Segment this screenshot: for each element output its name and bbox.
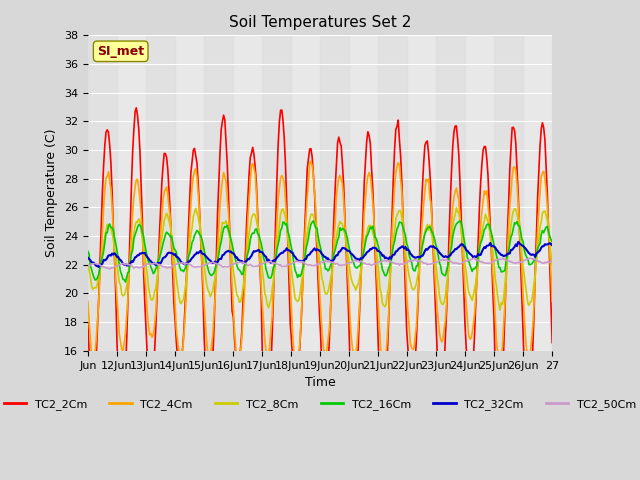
Line: TC2_16Cm: TC2_16Cm (88, 221, 552, 282)
Line: TC2_50Cm: TC2_50Cm (88, 258, 552, 269)
TC2_50Cm (115, 262, 123, 268)
TC2_16Cm (417, 249, 425, 255)
TC2_8Cm (485, 226, 493, 231)
TC2_32Cm (115, 256, 123, 262)
TC2_2Cm (486, 223, 494, 229)
TC2_8Cm (548, 263, 556, 268)
Line: TC2_2Cm: TC2_2Cm (88, 108, 552, 430)
TC2_2Cm (548, 340, 556, 346)
TC2_16Cm (325, 267, 333, 273)
TC2_32Cm (84, 255, 92, 261)
TC2_16Cm (122, 279, 129, 285)
TC2_50Cm (486, 260, 494, 266)
TC2_8Cm (415, 267, 422, 273)
Legend: TC2_2Cm, TC2_4Cm, TC2_8Cm, TC2_16Cm, TC2_32Cm, TC2_50Cm: TC2_2Cm, TC2_4Cm, TC2_8Cm, TC2_16Cm, TC2… (0, 395, 640, 415)
TC2_8Cm (84, 262, 92, 267)
TC2_8Cm (323, 291, 330, 297)
TC2_16Cm (310, 218, 317, 224)
TC2_50Cm (547, 259, 555, 264)
TC2_4Cm (548, 299, 556, 304)
Bar (552, 36, 581, 351)
TC2_50Cm (100, 264, 108, 270)
Bar (378, 36, 407, 351)
TC2_8Cm (452, 205, 460, 211)
TC2_4Cm (486, 233, 494, 239)
TC2_8Cm (496, 307, 504, 313)
TC2_32Cm (416, 254, 424, 260)
TC2_2Cm (84, 320, 92, 326)
TC2_50Cm (416, 258, 424, 264)
TC2_2Cm (547, 300, 555, 306)
Bar (320, 36, 349, 351)
TC2_32Cm (548, 242, 556, 248)
TC2_4Cm (115, 312, 122, 317)
TC2_16Cm (548, 239, 556, 245)
TC2_50Cm (471, 255, 479, 261)
TC2_32Cm (95, 264, 102, 270)
TC2_4Cm (84, 299, 92, 304)
TC2_2Cm (264, 427, 271, 432)
TC2_32Cm (547, 241, 555, 247)
TC2_8Cm (547, 251, 555, 257)
TC2_2Cm (325, 343, 333, 348)
TC2_50Cm (324, 259, 332, 265)
Bar (204, 36, 233, 351)
TC2_16Cm (100, 248, 108, 254)
TC2_2Cm (115, 368, 122, 374)
Title: Soil Temperatures Set 2: Soil Temperatures Set 2 (229, 15, 411, 30)
TC2_4Cm (100, 205, 108, 211)
Bar (436, 36, 465, 351)
TC2_50Cm (84, 263, 92, 269)
TC2_4Cm (324, 338, 332, 344)
Bar (88, 36, 117, 351)
X-axis label: Time: Time (305, 376, 335, 389)
TC2_8Cm (100, 241, 108, 247)
TC2_32Cm (324, 255, 332, 261)
TC2_4Cm (381, 365, 388, 371)
Bar (262, 36, 291, 351)
TC2_32Cm (515, 239, 522, 245)
TC2_4Cm (307, 158, 315, 164)
TC2_16Cm (84, 248, 92, 254)
Line: TC2_8Cm: TC2_8Cm (88, 208, 552, 310)
TC2_50Cm (106, 266, 113, 272)
TC2_4Cm (417, 234, 425, 240)
TC2_16Cm (115, 256, 122, 262)
TC2_32Cm (101, 258, 109, 264)
TC2_50Cm (548, 257, 556, 263)
Bar (494, 36, 523, 351)
Line: TC2_32Cm: TC2_32Cm (88, 242, 552, 267)
TC2_2Cm (100, 163, 108, 169)
TC2_32Cm (485, 242, 493, 248)
Y-axis label: Soil Temperature (C): Soil Temperature (C) (45, 129, 58, 257)
Text: SI_met: SI_met (97, 45, 144, 58)
TC2_4Cm (547, 270, 555, 276)
TC2_8Cm (115, 271, 122, 276)
TC2_2Cm (132, 105, 140, 111)
Line: TC2_4Cm: TC2_4Cm (88, 161, 552, 368)
TC2_16Cm (547, 237, 555, 242)
TC2_16Cm (486, 227, 494, 232)
TC2_2Cm (417, 210, 425, 216)
Bar (146, 36, 175, 351)
